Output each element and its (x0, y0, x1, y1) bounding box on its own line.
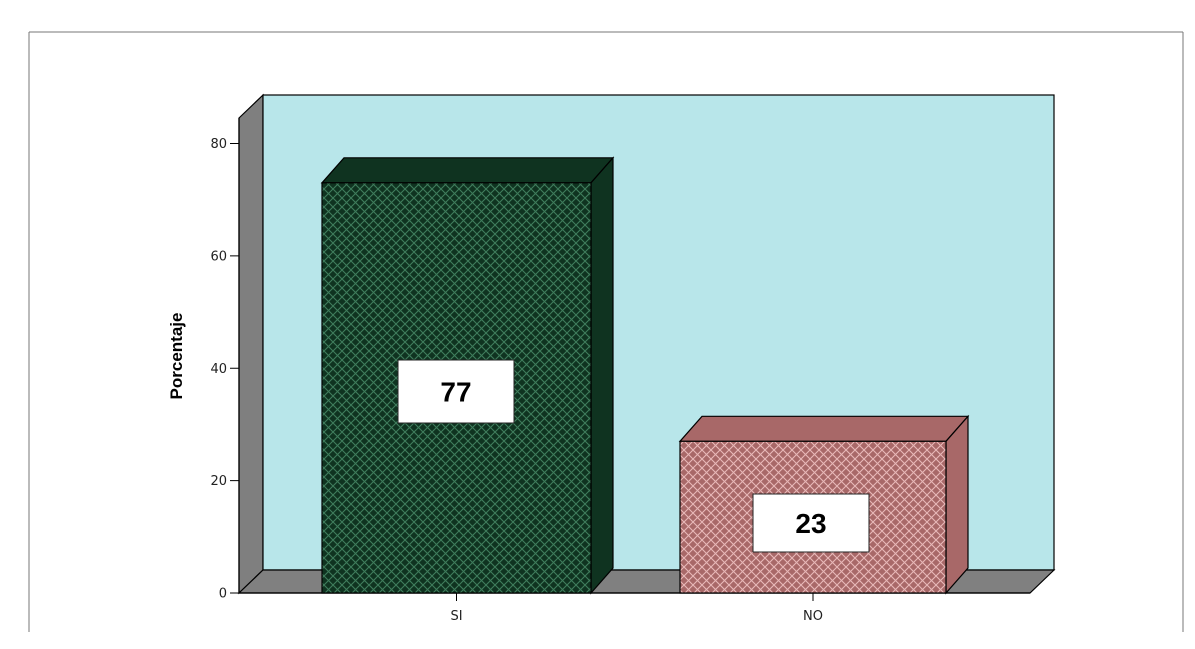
data-label-text: 23 (795, 508, 826, 539)
bars: 77 23 (320, 156, 970, 595)
x-tick-label: SI (450, 609, 462, 624)
data-label-box (397, 359, 515, 424)
chart-frame (28, 31, 1184, 632)
y-axis-title: Porcentaje (167, 313, 186, 400)
y-tick-label: 40 (210, 362, 227, 377)
data-label-text: 77 (440, 377, 471, 408)
bar-side-face (945, 414, 969, 595)
x-axis-ticks: SI NO (450, 593, 823, 624)
side-wall (238, 93, 264, 595)
data-label-si: 77 (397, 359, 515, 424)
data-label-no: 23 (752, 493, 870, 553)
x-tick-label: NO (803, 609, 823, 624)
bar-top-face (320, 157, 615, 184)
data-label-box (752, 493, 870, 553)
y-tick-label: 80 (210, 137, 227, 152)
y-tick-label: 60 (210, 249, 227, 264)
bar-top-face (678, 415, 970, 442)
y-tick-label: 0 (219, 587, 227, 602)
y-axis-ticks: 0 20 40 60 80 (210, 137, 239, 602)
y-tick-label: 20 (210, 474, 227, 489)
bar-side-face (590, 156, 614, 595)
